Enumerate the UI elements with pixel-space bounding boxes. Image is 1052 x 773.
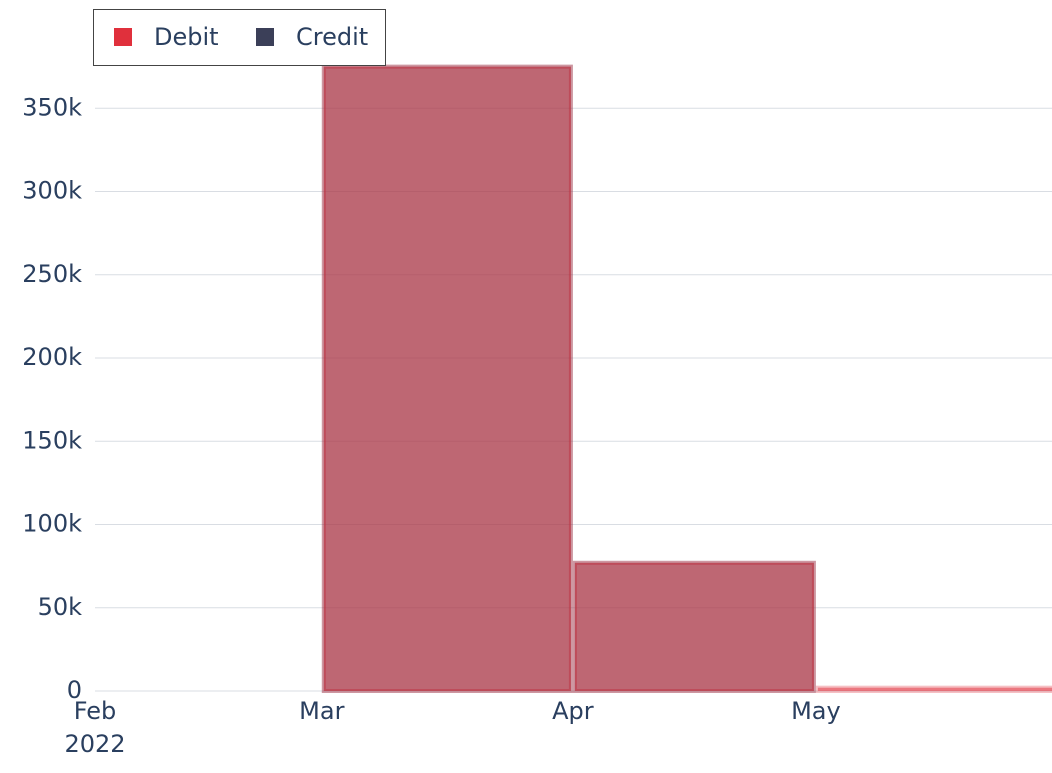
bar [321, 64, 573, 693]
y-tick-label: 350k [22, 93, 82, 121]
bar [572, 560, 816, 693]
x-tick-label-line: May [791, 697, 841, 725]
x-tick-label-line: Apr [552, 697, 594, 725]
y-tick-label: 300k [22, 177, 82, 205]
bar [815, 685, 1052, 693]
y-tick-label: 50k [38, 593, 83, 621]
y-tick-label: 100k [22, 510, 82, 538]
legend-label: Debit [154, 23, 219, 51]
legend: Debit Credit [93, 9, 386, 66]
y-tick-label: 0 [67, 676, 82, 704]
legend-swatch [256, 28, 274, 46]
x-tick-label: May [791, 697, 841, 725]
legend-box [93, 9, 386, 66]
legend-swatch [114, 28, 132, 46]
x-tick-label-line: Mar [299, 697, 344, 725]
x-tick-label: Feb 2022 [64, 697, 125, 758]
x-tick-label-line: 2022 [64, 730, 125, 758]
x-tick-label: Apr [552, 697, 594, 725]
y-tick-label: 250k [22, 260, 82, 288]
x-tick-label-line: Feb [74, 697, 117, 725]
y-tick-label: 200k [22, 343, 82, 371]
legend-label: Credit [296, 23, 368, 51]
y-tick-label: 150k [22, 426, 82, 454]
x-tick-label: Mar [299, 697, 344, 725]
